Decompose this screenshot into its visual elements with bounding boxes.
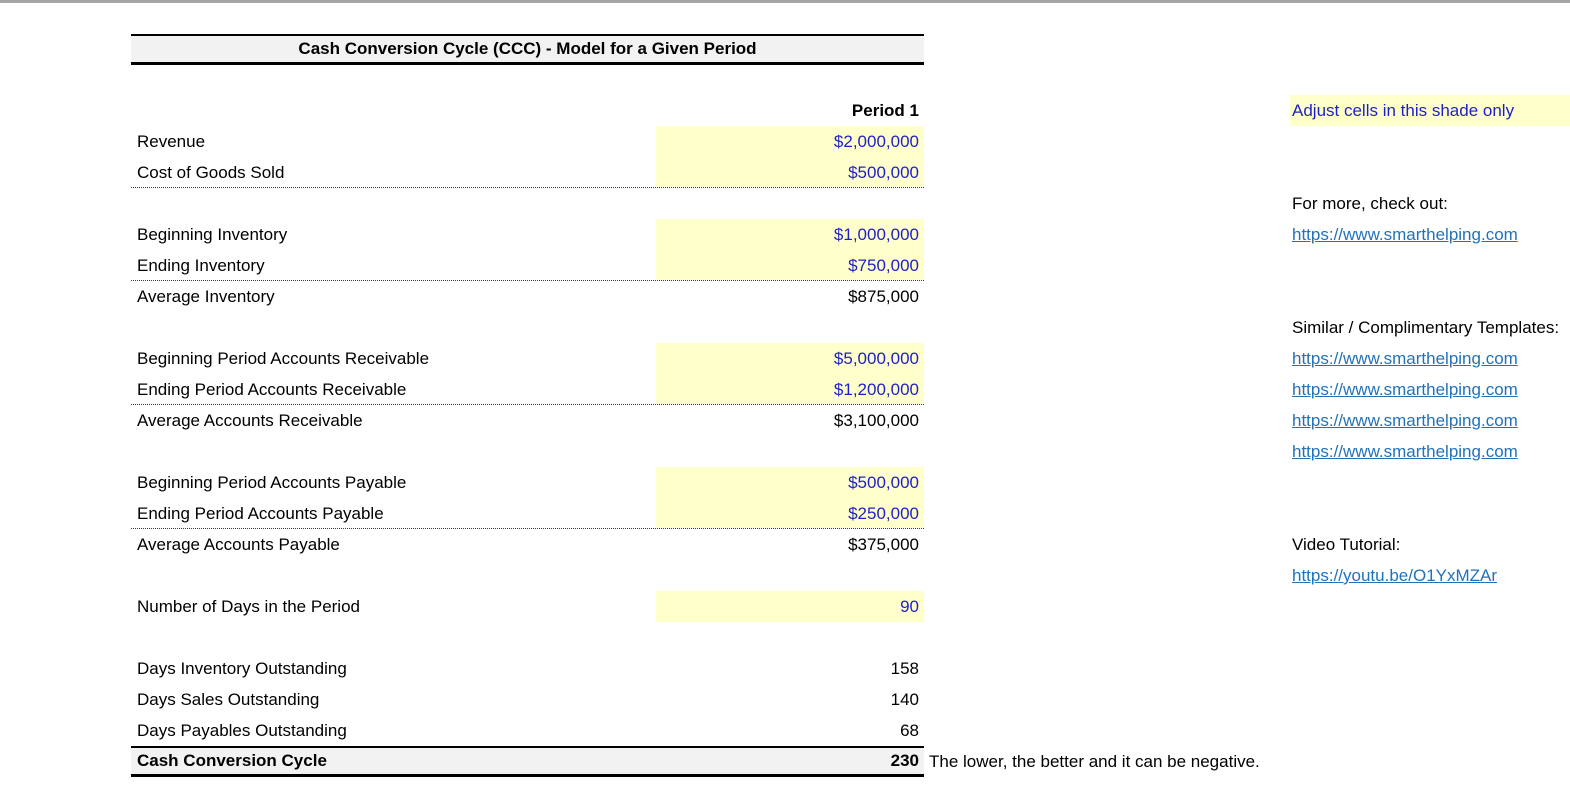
table-row: Number of Days in the Period 90 <box>131 591 924 622</box>
table-row: Beginning Period Accounts Payable $500,00… <box>131 467 924 498</box>
table-row: Ending Inventory $750,000 <box>131 250 924 281</box>
table-row <box>131 436 924 467</box>
table-row: Days Inventory Outstanding 158 <box>131 653 924 684</box>
row-label <box>131 622 656 653</box>
table-row: Ending Period Accounts Receivable $1,200,… <box>131 374 924 405</box>
row-value: 230 <box>890 751 919 770</box>
row-label: Days Sales Outstanding <box>137 690 320 709</box>
row-label: Beginning Period Accounts Payable <box>137 473 407 492</box>
similar-template-link[interactable]: https://www.smarthelping.com <box>1292 411 1518 430</box>
row-label: Average Accounts Receivable <box>137 411 363 430</box>
row-label <box>131 188 656 219</box>
input-cell[interactable]: $250,000 <box>656 498 924 528</box>
video-tutorial-link[interactable]: https://youtu.be/O1YxMZAr <box>1292 566 1498 585</box>
row-label: Revenue <box>137 132 206 151</box>
input-cell[interactable]: $500,000 <box>656 467 924 498</box>
ccc-note: The lower, the better and it can be nega… <box>929 752 1260 771</box>
similar-template-link[interactable]: https://www.smarthelping.com <box>1292 349 1518 368</box>
row-value: Period 1 <box>851 101 919 120</box>
row-label <box>131 560 656 591</box>
input-cell[interactable]: $750,000 <box>656 250 924 280</box>
table-row: Average Inventory $875,000 <box>131 281 924 312</box>
adjust-cells-highlight: Adjust cells in this shade only <box>1290 95 1570 126</box>
row-value: 68 <box>900 721 919 740</box>
row-label: Ending Inventory <box>137 256 265 275</box>
row-label: Cost of Goods Sold <box>137 163 285 182</box>
row-label: Ending Period Accounts Receivable <box>137 380 407 399</box>
row-label: Number of Days in the Period <box>137 597 360 616</box>
row-value: $875,000 <box>848 287 919 306</box>
row-value: $3,100,000 <box>833 411 919 430</box>
similar-templates-label: Similar / Complimentary Templates: <box>1292 318 1560 337</box>
adjust-cells-note: Adjust cells in this shade only <box>1292 101 1515 120</box>
table-row <box>131 560 924 591</box>
table-row: Beginning Inventory $1,000,000 <box>131 219 924 250</box>
row-label: Average Accounts Payable <box>137 535 340 554</box>
table-row: Days Payables Outstanding 68 <box>131 715 924 746</box>
row-label <box>131 95 656 126</box>
input-cell[interactable]: $500,000 <box>656 157 924 187</box>
row-value <box>656 622 924 653</box>
video-tutorial-label: Video Tutorial: <box>1292 535 1401 554</box>
row-label: Ending Period Accounts Payable <box>137 504 384 523</box>
row-value: $375,000 <box>848 535 919 554</box>
table-row: Cost of Goods Sold $500,000 <box>131 157 924 188</box>
similar-template-link[interactable]: https://www.smarthelping.com <box>1292 380 1518 399</box>
table-row: Period 1 <box>131 95 924 126</box>
input-cell[interactable]: 90 <box>656 591 924 622</box>
row-value: 158 <box>890 659 919 678</box>
row-label: Beginning Period Accounts Receivable <box>137 349 430 368</box>
row-label <box>131 312 656 343</box>
more-label: For more, check out: <box>1292 194 1448 213</box>
row-label: Days Inventory Outstanding <box>137 659 347 678</box>
row-label: Average Inventory <box>137 287 275 306</box>
row-value <box>656 436 924 467</box>
table-row: Average Accounts Receivable $3,100,000 <box>131 405 924 436</box>
window-edge-strip <box>0 0 1570 3</box>
input-cell[interactable]: $5,000,000 <box>656 343 924 374</box>
table-row: Revenue $2,000,000 <box>131 126 924 157</box>
row-value <box>656 560 924 591</box>
row-value: 140 <box>890 690 919 709</box>
more-link[interactable]: https://www.smarthelping.com <box>1292 225 1518 244</box>
row-label: Cash Conversion Cycle <box>137 751 327 770</box>
row-label: Beginning Inventory <box>137 225 288 244</box>
table-row: Average Accounts Payable $375,000 <box>131 529 924 560</box>
row-value <box>656 188 924 219</box>
similar-template-link[interactable]: https://www.smarthelping.com <box>1292 442 1518 461</box>
model-title: Cash Conversion Cycle (CCC) - Model for … <box>131 34 924 65</box>
table-row: Cash Conversion Cycle 230 <box>131 746 924 777</box>
row-label <box>131 436 656 467</box>
table-row <box>131 622 924 653</box>
table-row <box>131 188 924 219</box>
row-value <box>656 312 924 343</box>
input-cell[interactable]: $1,200,000 <box>656 374 924 404</box>
table-row: Ending Period Accounts Payable $250,000 <box>131 498 924 529</box>
table-row <box>131 312 924 343</box>
table-row: Beginning Period Accounts Receivable $5,0… <box>131 343 924 374</box>
table-row: Days Sales Outstanding 140 <box>131 684 924 715</box>
input-cell[interactable]: $2,000,000 <box>656 126 924 157</box>
row-label: Days Payables Outstanding <box>137 721 347 740</box>
input-cell[interactable]: $1,000,000 <box>656 219 924 250</box>
